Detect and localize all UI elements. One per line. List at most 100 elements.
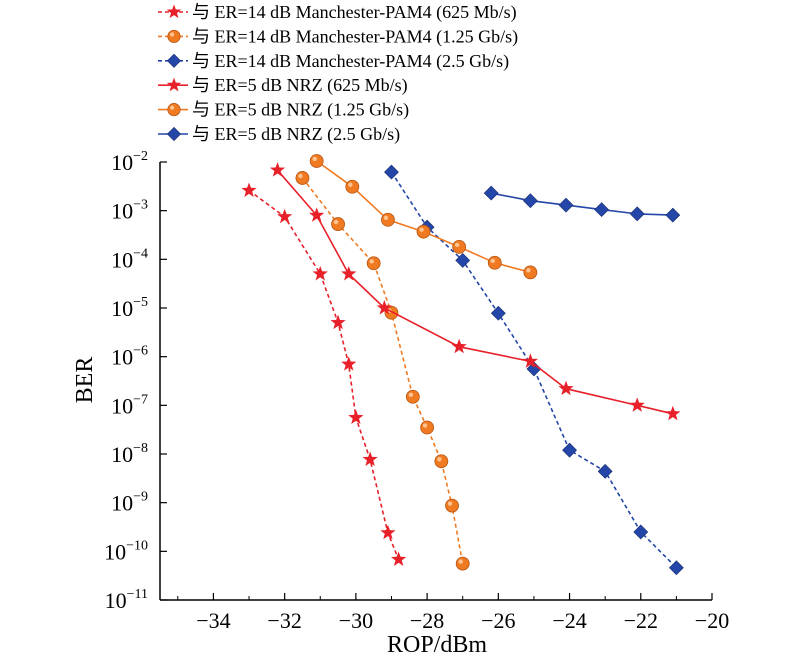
data-point-circle — [309, 154, 324, 168]
data-point-circle — [434, 454, 449, 469]
data-point-diamond — [558, 197, 574, 213]
data-point-star — [241, 182, 257, 197]
data-point-diamond — [594, 202, 610, 218]
data-point-star — [341, 356, 357, 371]
series-5 — [309, 154, 538, 280]
series-2 — [295, 171, 470, 571]
data-point-circle — [455, 556, 470, 571]
data-point-circle — [167, 29, 181, 43]
data-point-star — [269, 162, 286, 177]
data-point-diamond — [629, 206, 645, 222]
data-point-star — [362, 451, 378, 466]
series-line — [390, 171, 677, 569]
series-1 — [241, 182, 407, 566]
series-3 — [384, 164, 684, 576]
data-point-circle — [366, 256, 381, 271]
y-tick-label: 10−3 — [111, 198, 148, 224]
x-tick-label: −24 — [552, 608, 586, 633]
data-point-star — [166, 4, 182, 19]
series-line — [491, 192, 673, 216]
data-point-circle — [381, 212, 395, 227]
series-line — [248, 189, 400, 560]
data-point-star — [380, 524, 396, 540]
legend-label: 与 ER=5 dB NRZ (2.5 Gb/s) — [192, 124, 400, 145]
y-tick-label: 10−9 — [111, 490, 148, 516]
data-point-star — [665, 405, 681, 421]
legend-label: 与 ER=14 dB Manchester-PAM4 (1.25 Gb/s) — [192, 26, 518, 47]
series-4 — [269, 162, 681, 421]
legend: 与 ER=14 dB Manchester-PAM4 (625 Mb/s) 与 E… — [158, 2, 518, 145]
legend-item: 与 ER=14 dB Manchester-PAM4 (1.25 Gb/s) — [158, 26, 518, 47]
data-point-star — [522, 353, 538, 368]
data-point-circle — [345, 179, 360, 194]
series-line — [276, 169, 673, 415]
axis-labels: ROP/dBm BER — [72, 357, 487, 658]
series-layer — [241, 154, 684, 576]
data-point-diamond — [597, 463, 613, 479]
x-tick-label: −34 — [196, 608, 230, 633]
legend-item: 与 ER=5 dB NRZ (625 Mb/s) — [158, 75, 408, 96]
data-point-diamond — [668, 560, 684, 576]
data-point-diamond — [562, 442, 577, 458]
data-point-diamond — [384, 164, 399, 180]
data-point-circle — [331, 217, 345, 231]
y-tick-label: 10−10 — [104, 538, 148, 564]
data-point-circle — [452, 240, 467, 254]
y-tick-label: 10−6 — [111, 344, 148, 370]
data-point-circle — [295, 171, 310, 185]
y-tick-label: 10−2 — [111, 149, 148, 175]
data-point-diamond — [633, 524, 649, 540]
data-point-star — [376, 300, 392, 315]
data-point-diamond — [665, 207, 681, 223]
x-tick-label: −32 — [267, 608, 301, 633]
legend-label: 与 ER=14 dB Manchester-PAM4 (2.5 Gb/s) — [192, 51, 509, 72]
data-point-star — [391, 551, 407, 566]
y-tick-label: 10−5 — [111, 295, 148, 321]
legend-item: 与 ER=5 dB NRZ (2.5 Gb/s) — [158, 124, 400, 145]
data-point-diamond — [522, 193, 538, 209]
data-point-diamond — [490, 305, 506, 321]
series-line — [316, 160, 531, 274]
x-tick-label: −20 — [695, 608, 729, 633]
legend-item: 与 ER=5 dB NRZ (1.25 Gb/s) — [158, 100, 409, 121]
data-point-star — [312, 265, 328, 281]
x-tick-label: −22 — [624, 608, 658, 633]
legend-item: 与 ER=14 dB Manchester-PAM4 (2.5 Gb/s) — [158, 51, 509, 72]
data-point-star — [277, 208, 293, 224]
y-axis-label: BER — [72, 357, 98, 404]
legend-label: 与 ER=5 dB NRZ (1.25 Gb/s) — [192, 100, 409, 121]
data-point-diamond — [483, 185, 499, 201]
data-point-circle — [445, 498, 459, 513]
x-tick-label: −30 — [339, 608, 373, 633]
data-point-star — [166, 77, 182, 92]
data-point-circle — [405, 389, 420, 404]
data-point-star — [330, 314, 346, 330]
data-point-circle — [416, 224, 431, 239]
axes: −34 −32 −30 −28 −26 −24 −22 −20 10−2 10−3 10−4 10−5… — [104, 149, 729, 633]
legend-item: 与 ER=14 dB Manchester-PAM4 (625 Mb/s) — [158, 2, 517, 23]
data-point-diamond — [526, 361, 542, 377]
y-tick-label: 10−4 — [111, 246, 148, 272]
y-tick-label: 10−11 — [105, 587, 148, 613]
x-tick-label: −26 — [481, 608, 515, 633]
series-line — [301, 177, 464, 564]
legend-label: 与 ER=14 dB Manchester-PAM4 (625 Mb/s) — [192, 2, 517, 23]
data-point-diamond — [166, 53, 182, 68]
y-tick-label: 10−8 — [111, 441, 148, 467]
x-axis-label: ROP/dBm — [387, 632, 487, 658]
series-6 — [483, 185, 681, 223]
data-point-diamond — [455, 252, 471, 268]
data-point-diamond — [166, 126, 182, 142]
data-point-circle — [167, 103, 181, 117]
data-point-circle — [523, 265, 538, 280]
data-point-star — [341, 265, 357, 281]
data-point-star — [309, 207, 325, 222]
data-point-star — [451, 338, 467, 354]
data-point-circle — [487, 255, 502, 270]
data-point-circle — [420, 420, 434, 435]
data-point-star — [558, 380, 574, 396]
y-tick-label: 10−7 — [111, 392, 148, 418]
data-point-star — [629, 397, 645, 412]
x-tick-label: −28 — [410, 608, 444, 633]
